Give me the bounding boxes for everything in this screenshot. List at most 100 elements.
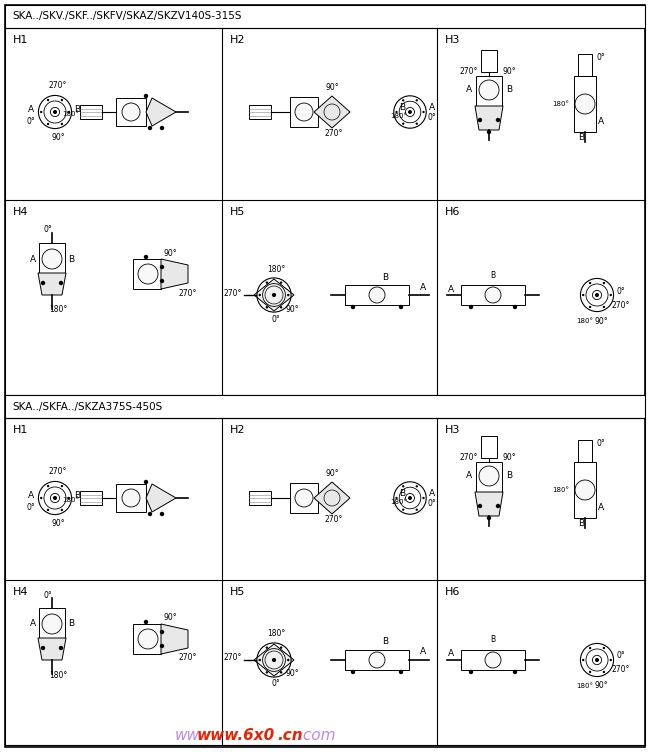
Text: 0°: 0°	[597, 53, 605, 62]
Circle shape	[513, 305, 517, 309]
Text: H4: H4	[13, 587, 29, 597]
Circle shape	[408, 496, 412, 500]
Polygon shape	[38, 273, 66, 295]
Text: H5: H5	[230, 207, 246, 217]
Text: 180°: 180°	[390, 113, 407, 119]
Text: 180°: 180°	[62, 497, 79, 503]
Text: A: A	[598, 117, 604, 126]
Text: A: A	[598, 504, 604, 513]
Bar	[290, 97, 318, 127]
Circle shape	[402, 508, 404, 511]
Bar	[345, 650, 409, 670]
Bar	[574, 76, 596, 132]
Circle shape	[53, 110, 57, 114]
Circle shape	[160, 265, 164, 269]
Circle shape	[589, 282, 592, 284]
Bar	[133, 624, 161, 654]
Circle shape	[415, 99, 418, 102]
Circle shape	[408, 110, 412, 114]
Circle shape	[415, 123, 418, 125]
Text: H2: H2	[230, 35, 246, 45]
Polygon shape	[475, 106, 503, 130]
Text: 180°: 180°	[390, 499, 407, 505]
Polygon shape	[254, 279, 294, 311]
Bar	[578, 440, 592, 462]
Text: A: A	[429, 104, 435, 113]
Bar	[5, 395, 645, 418]
Text: B: B	[68, 620, 74, 629]
Text: 90°: 90°	[325, 469, 339, 478]
Circle shape	[68, 497, 70, 499]
Text: H6: H6	[445, 207, 460, 217]
Circle shape	[479, 466, 499, 486]
Circle shape	[68, 111, 70, 114]
Circle shape	[603, 282, 605, 284]
Circle shape	[487, 516, 491, 520]
Circle shape	[395, 497, 398, 499]
Text: H3: H3	[445, 35, 460, 45]
Circle shape	[280, 281, 282, 284]
Text: B: B	[382, 638, 388, 647]
Circle shape	[469, 305, 473, 309]
Circle shape	[603, 647, 605, 649]
Circle shape	[60, 509, 63, 511]
Text: A: A	[30, 620, 36, 629]
Circle shape	[582, 294, 584, 296]
Circle shape	[40, 497, 42, 499]
Circle shape	[53, 496, 57, 500]
Polygon shape	[314, 482, 350, 514]
Polygon shape	[161, 259, 188, 289]
Circle shape	[496, 504, 500, 508]
Bar	[578, 54, 592, 76]
Circle shape	[287, 659, 289, 661]
Text: 0°: 0°	[428, 114, 436, 123]
Circle shape	[138, 264, 158, 284]
Circle shape	[41, 280, 46, 285]
Text: 0°: 0°	[27, 504, 35, 513]
Text: 180°: 180°	[576, 683, 593, 689]
Circle shape	[122, 489, 140, 507]
Bar	[574, 462, 596, 518]
Polygon shape	[475, 492, 503, 516]
Text: B: B	[491, 271, 495, 280]
Bar	[80, 491, 102, 505]
Bar	[116, 484, 146, 512]
Text: 90°: 90°	[285, 305, 299, 314]
Circle shape	[399, 305, 403, 309]
Text: 180°: 180°	[267, 265, 285, 274]
Text: 0°: 0°	[27, 117, 35, 126]
Circle shape	[160, 126, 164, 130]
Text: 0°: 0°	[44, 590, 53, 599]
Circle shape	[402, 99, 404, 102]
Circle shape	[415, 485, 418, 487]
Circle shape	[485, 652, 501, 668]
Text: A: A	[30, 254, 36, 263]
Text: 90°: 90°	[594, 681, 608, 690]
Circle shape	[47, 509, 49, 511]
Text: 90°: 90°	[51, 520, 65, 529]
Text: B: B	[399, 104, 405, 113]
Circle shape	[280, 671, 282, 674]
Circle shape	[266, 671, 268, 674]
Text: 90°: 90°	[325, 83, 339, 92]
Circle shape	[485, 287, 501, 303]
Text: 180°: 180°	[552, 487, 569, 493]
Bar	[39, 608, 65, 638]
Circle shape	[589, 647, 592, 649]
Circle shape	[575, 94, 595, 114]
Text: 90°: 90°	[51, 134, 65, 142]
Circle shape	[144, 480, 148, 484]
Circle shape	[47, 485, 49, 487]
Text: A: A	[28, 105, 34, 114]
Circle shape	[138, 629, 158, 649]
Circle shape	[265, 286, 283, 304]
Circle shape	[266, 306, 268, 308]
Circle shape	[478, 118, 482, 123]
Circle shape	[40, 111, 42, 114]
Circle shape	[280, 647, 282, 649]
Circle shape	[479, 80, 499, 100]
Bar	[5, 5, 645, 28]
Text: B: B	[74, 492, 80, 501]
Text: A: A	[466, 472, 472, 481]
Circle shape	[582, 659, 584, 661]
